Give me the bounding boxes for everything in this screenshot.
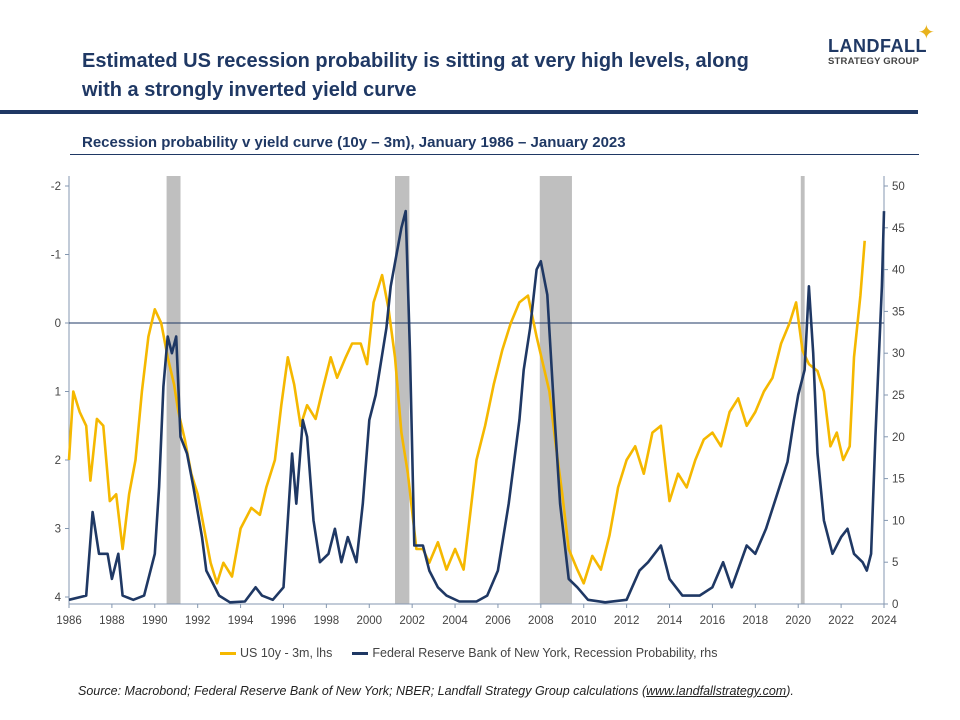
subtitle-divider xyxy=(70,154,919,155)
left-tick-label: -1 xyxy=(51,250,61,262)
left-tick-label: 3 xyxy=(55,524,61,536)
x-tick-label: 1998 xyxy=(314,615,340,627)
source-link[interactable]: www.landfallstrategy.com xyxy=(646,684,787,698)
x-tick-label: 2016 xyxy=(700,615,726,627)
x-tick-label: 2020 xyxy=(785,615,811,627)
legend-label: Federal Reserve Bank of New York, Recess… xyxy=(372,646,718,660)
recession-band xyxy=(800,176,805,604)
recession-probability-line xyxy=(68,209,886,604)
x-tick-label: 2010 xyxy=(571,615,597,627)
x-tick-label: 1996 xyxy=(271,615,297,627)
x-tick-label: 1986 xyxy=(56,615,82,627)
right-tick-label: 30 xyxy=(892,348,905,360)
source-text: Source: Macrobond; Federal Reserve Bank … xyxy=(78,684,647,698)
x-tick-label: 1992 xyxy=(185,615,211,627)
yield-curve-line xyxy=(67,240,866,585)
left-tick-label: 0 xyxy=(55,318,61,330)
x-tick-label: 2022 xyxy=(828,615,854,627)
header-divider xyxy=(0,110,918,114)
left-tick-label: 1 xyxy=(55,387,61,399)
x-tick-label: 2018 xyxy=(743,615,769,627)
right-tick-label: 20 xyxy=(892,432,905,444)
x-tick-label: 2002 xyxy=(399,615,425,627)
legend-item-yield: US 10y - 3m, lhs xyxy=(220,646,332,660)
slide-title: Estimated US recession probability is si… xyxy=(82,50,749,101)
star-icon: ✦ xyxy=(918,22,935,44)
x-tick-label: 2014 xyxy=(657,615,683,627)
x-tick-label: 1988 xyxy=(99,615,125,627)
x-tick-label: 2000 xyxy=(356,615,382,627)
right-tick-label: 25 xyxy=(892,390,905,402)
right-tick-label: 10 xyxy=(892,515,905,527)
left-tick-label: -2 xyxy=(51,181,61,193)
logo-line2: STRATEGY GROUP xyxy=(828,56,920,67)
right-tick-label: 0 xyxy=(892,599,898,611)
legend: US 10y - 3m, lhs Federal Reserve Bank of… xyxy=(220,646,717,660)
left-tick-label: 4 xyxy=(55,592,62,604)
x-tick-label: 2012 xyxy=(614,615,640,627)
logo: LANDFALL STRATEGY GROUP xyxy=(828,36,927,67)
x-tick-label: 2024 xyxy=(871,615,897,627)
chart-title: Recession probability v yield curve (10y… xyxy=(82,134,626,151)
x-tick-label: 2006 xyxy=(485,615,511,627)
x-tick-label: 2004 xyxy=(442,615,468,627)
x-tick-label: 1994 xyxy=(228,615,254,627)
source-text-end: ). xyxy=(786,684,794,698)
right-tick-label: 5 xyxy=(892,557,898,569)
x-tick-label: 1990 xyxy=(142,615,168,627)
right-tick-label: 35 xyxy=(892,306,905,318)
recession-band xyxy=(395,176,410,604)
logo-line1: LANDFALL xyxy=(828,36,927,56)
source-note: Source: Macrobond; Federal Reserve Bank … xyxy=(78,684,794,698)
recession-band xyxy=(166,176,181,604)
right-tick-label: 40 xyxy=(892,265,905,277)
x-tick-label: 2008 xyxy=(528,615,554,627)
right-tick-label: 45 xyxy=(892,223,905,235)
right-tick-label: 15 xyxy=(892,474,905,486)
legend-label: US 10y - 3m, lhs xyxy=(240,646,333,660)
right-tick-label: 50 xyxy=(892,181,905,193)
left-tick-label: 2 xyxy=(55,455,61,467)
legend-item-prob: Federal Reserve Bank of New York, Recess… xyxy=(352,646,717,660)
